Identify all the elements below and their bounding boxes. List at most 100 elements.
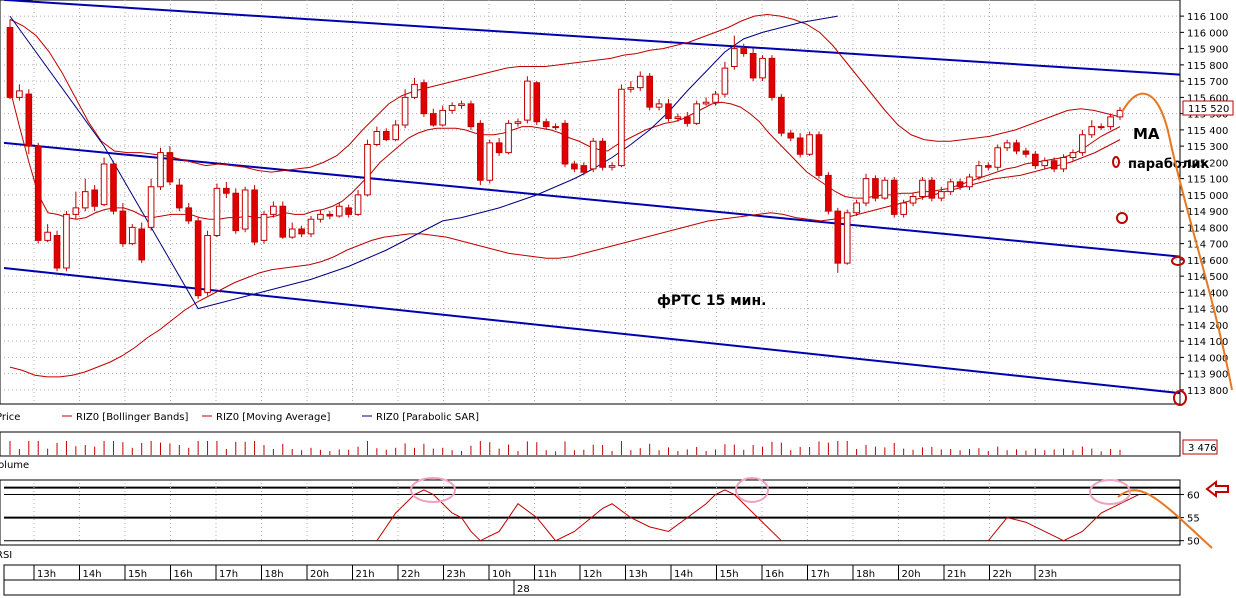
rsi-segment [376, 489, 782, 542]
sar-annotation: параболик [1128, 157, 1209, 172]
candle-down [768, 57, 776, 98]
candle-up [486, 142, 494, 181]
candle-up [1097, 126, 1105, 129]
candle-down [984, 165, 992, 168]
candle-down [279, 205, 287, 238]
bollinger-upper-line [9, 13, 1121, 173]
time-tick-label: 18h [856, 569, 875, 580]
candle-up [1060, 157, 1067, 170]
time-tick-label: 13h [629, 569, 648, 580]
candle-down [185, 207, 193, 222]
price-tick-label: 113 900 [1187, 370, 1228, 381]
price-tick-label: 115 100 [1187, 175, 1228, 186]
rsi-tick-label: 55 [1187, 514, 1200, 525]
rsi-axis: 60 55 50 [1180, 491, 1200, 548]
rsi-panel-label: RSI [0, 550, 12, 561]
candle-up [843, 212, 851, 264]
time-tick-label: 17h [811, 569, 830, 580]
candle-down [683, 116, 691, 124]
candle-up [439, 109, 447, 126]
price-tick-label: 115 900 [1187, 45, 1228, 56]
candle-down [34, 145, 42, 241]
candle-down [571, 163, 578, 170]
candle-up [881, 179, 889, 199]
volume-panel [0, 431, 1181, 457]
rsi-peak-marker-1 [410, 477, 456, 503]
price-tick-label: 114 400 [1187, 288, 1228, 299]
legend-bar [0, 405, 1180, 427]
price-tick-label: 114 800 [1187, 223, 1228, 234]
candle-up [364, 144, 371, 196]
candle-down [25, 93, 33, 147]
candle-up [270, 205, 277, 215]
time-tick-label: 10h [492, 569, 511, 580]
candle-up [317, 213, 324, 220]
ma-annotation: MA [1133, 125, 1160, 143]
parabolic-sar [9, 15, 838, 310]
price-tick-label: 115 400 [1187, 126, 1228, 137]
candle-down [326, 213, 334, 217]
candle-up [128, 226, 136, 245]
candle-down [382, 131, 390, 141]
candle-up [354, 194, 362, 215]
time-tick-label: 18h [265, 569, 284, 580]
candle-up [636, 75, 644, 89]
chart-annotation-title: фРТС 15 мин. [657, 293, 766, 309]
candle-down [223, 187, 230, 194]
last-price-label: 115 520 [1188, 104, 1229, 115]
time-tick-label: 13h [37, 569, 56, 580]
candle-up [608, 165, 616, 168]
candle-up [994, 147, 1002, 168]
candle-down [477, 122, 484, 181]
candle-up [806, 134, 813, 155]
time-tick-label: 16h [174, 569, 193, 580]
candle-down [420, 82, 428, 115]
candle-up [947, 181, 955, 193]
time-tick-label: 23h [447, 569, 466, 580]
candle-down [251, 189, 258, 243]
candle-up [937, 191, 945, 199]
candle-down [825, 174, 832, 212]
candle-down [298, 228, 305, 235]
candle-up [731, 48, 738, 67]
candle-up [157, 152, 164, 188]
candlesticks [6, 19, 1124, 299]
candle-down [6, 27, 14, 98]
time-tick-label: 12h [583, 569, 602, 580]
candle-up [552, 126, 559, 129]
legend-entry: RIZ0 [Parabolic SAR] [376, 412, 479, 423]
candle-down [890, 179, 898, 215]
candle-up [759, 57, 766, 79]
candle-down [796, 137, 804, 155]
candle-up [392, 124, 399, 141]
candle-down [1032, 153, 1039, 167]
legend-entry: RIZ0 [Bollinger Bands] [76, 412, 189, 423]
price-tick-label: 114 300 [1187, 305, 1228, 316]
candle-down [176, 184, 183, 209]
candle-up [147, 186, 155, 228]
candle-up [81, 191, 89, 209]
candle-up [63, 213, 70, 269]
rsi-segment [987, 494, 1140, 542]
candle-down [815, 134, 823, 176]
candle-up [919, 179, 926, 197]
candle-up [213, 187, 221, 236]
candle-down [166, 152, 174, 183]
price-tick-label: 115 000 [1187, 191, 1228, 202]
candle-down [119, 210, 127, 245]
candle-up [909, 196, 917, 204]
candle-down [778, 96, 785, 134]
candle-down [787, 132, 795, 139]
candle-down [749, 53, 757, 79]
candle-up [411, 83, 418, 98]
lower-channel-marker [1171, 256, 1185, 266]
last-price-box [1182, 100, 1234, 116]
candle-down [110, 163, 117, 212]
candle-up [307, 218, 315, 235]
candle-down [194, 220, 202, 297]
candle-down [1050, 160, 1058, 170]
price-low-marker [1173, 390, 1187, 406]
candle-up [288, 228, 296, 238]
candle-down [138, 228, 146, 261]
